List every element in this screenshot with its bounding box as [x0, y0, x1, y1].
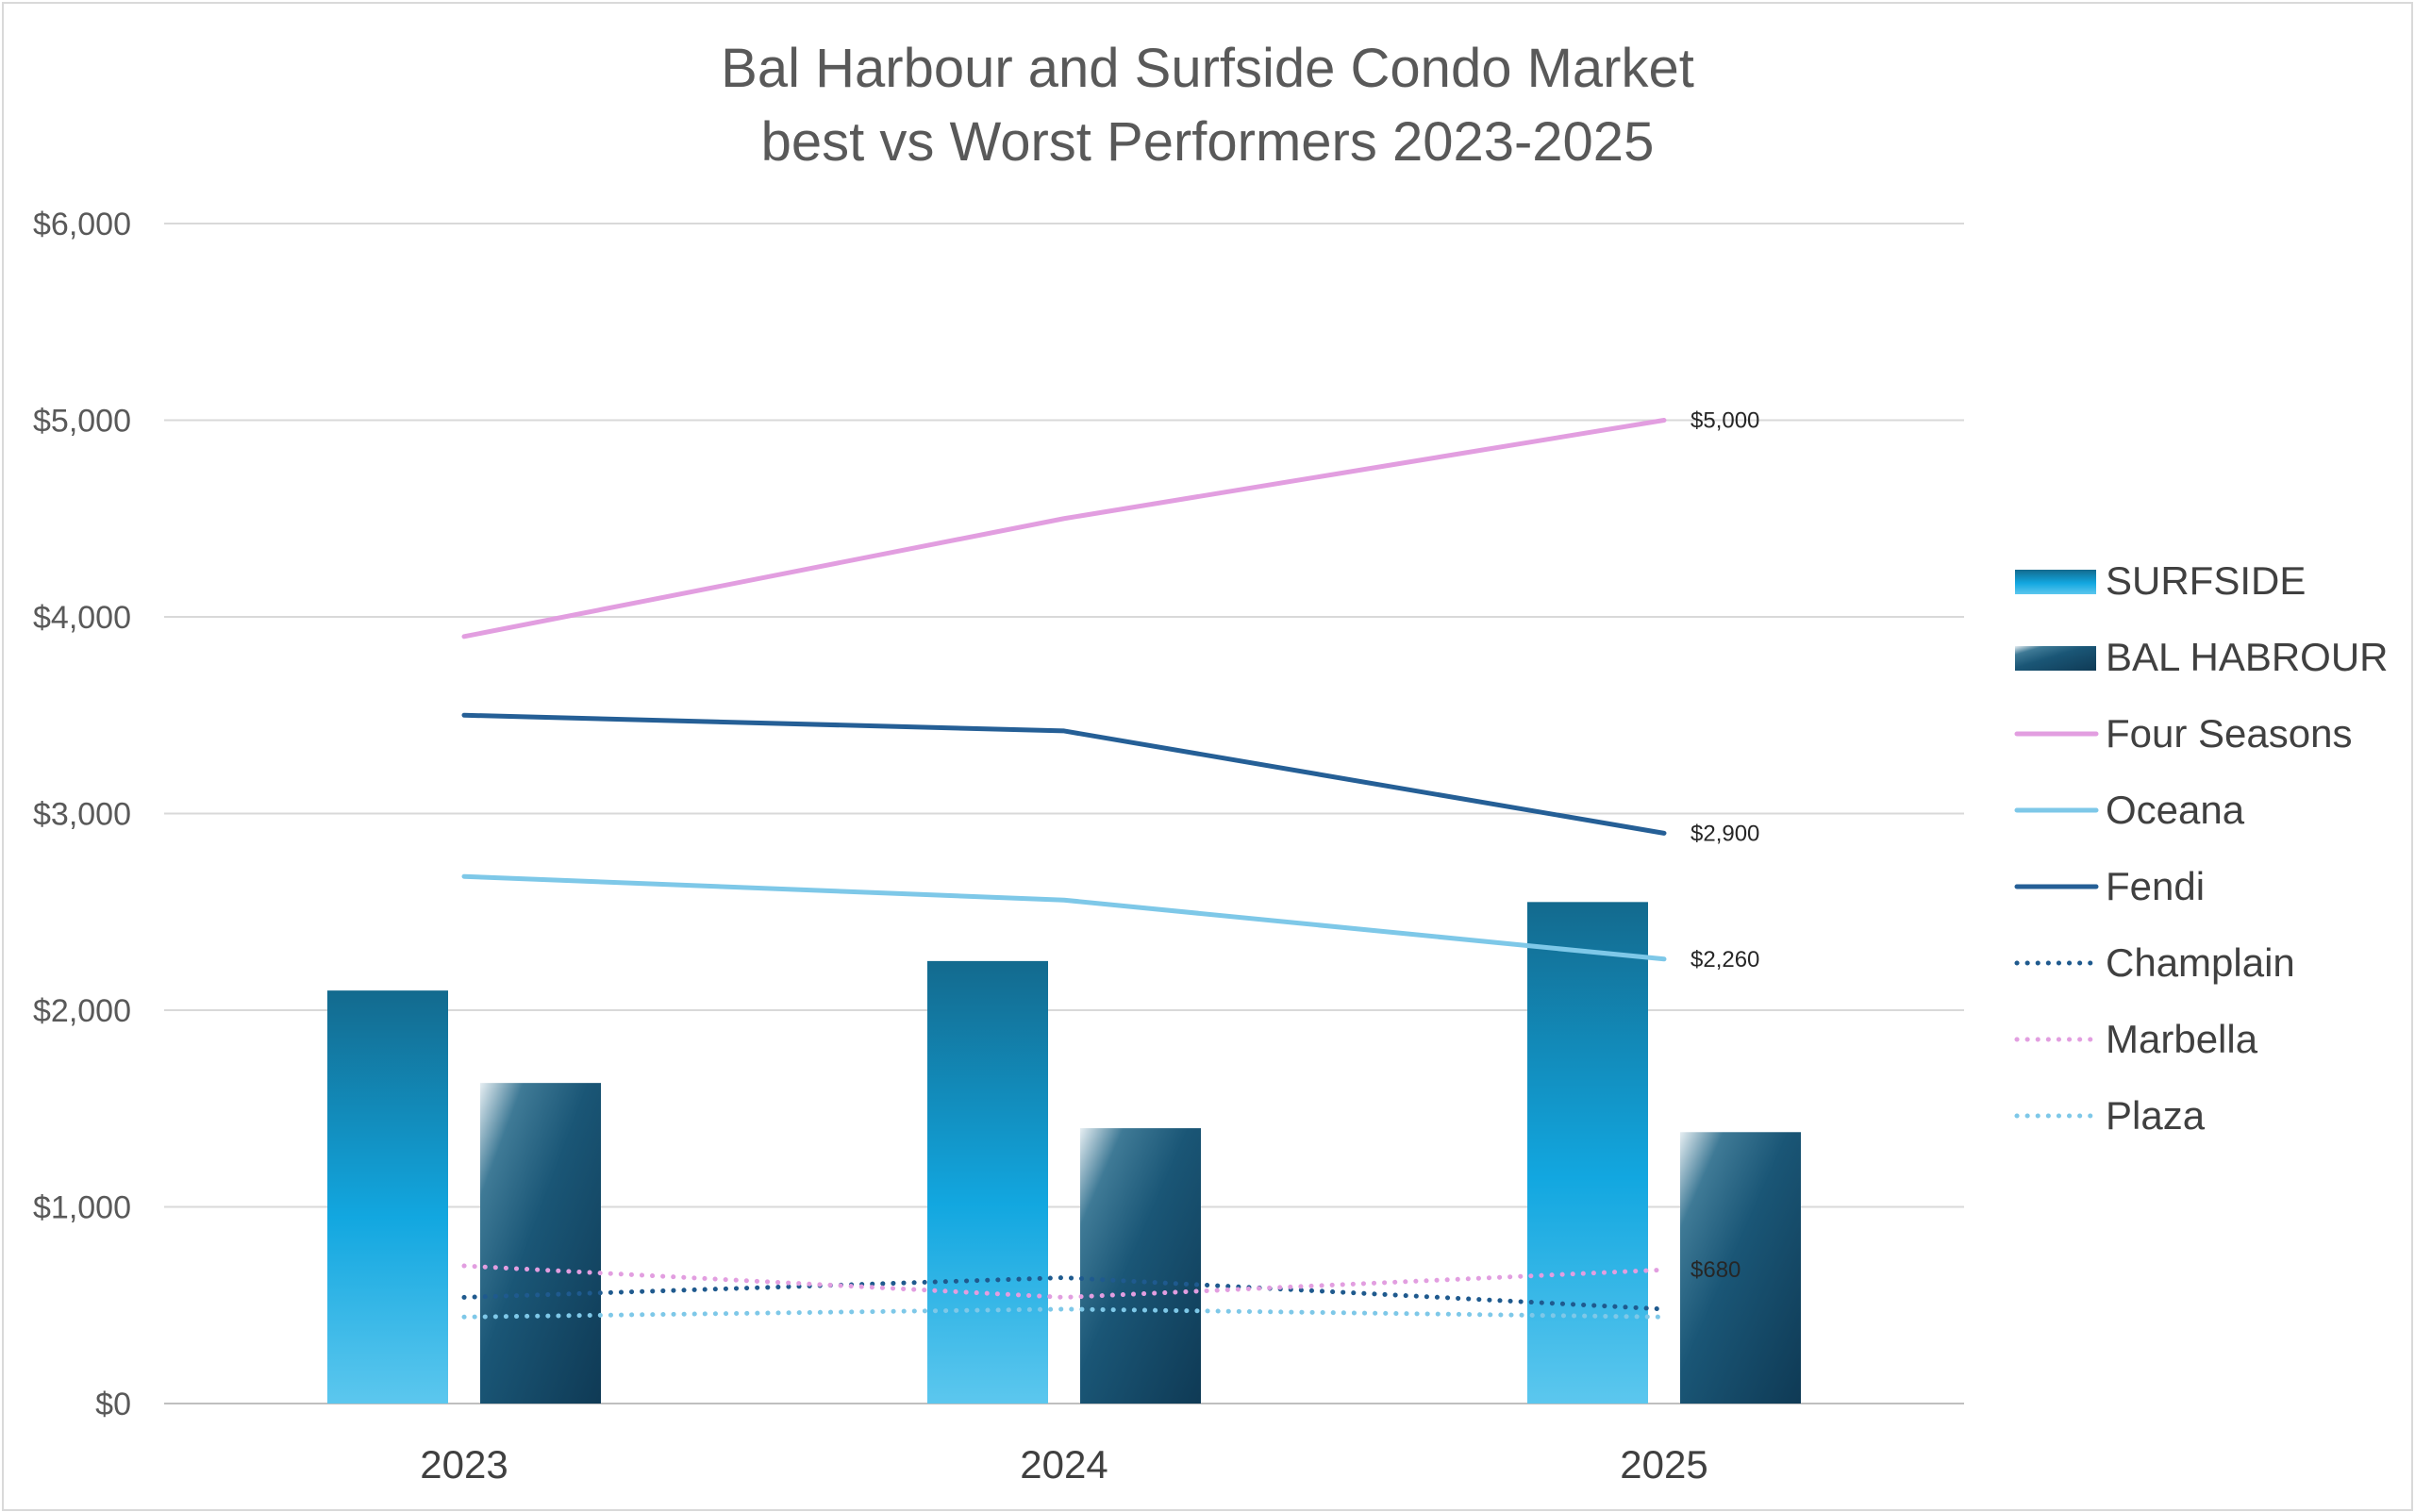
line-plaza [461, 1306, 1667, 1320]
line-oceana [461, 873, 1667, 962]
y-tick-label: $5,000 [33, 404, 131, 440]
data-label: $2,260 [1690, 947, 1759, 972]
legend-label: Marbella [2106, 1017, 2258, 1061]
chart-title: Bal Harbour and Surfside Condo Market be… [721, 38, 1694, 173]
legend: SURFSIDE BAL HABROUR Four Seasons Oceana Fen… [2014, 558, 2389, 1138]
x-tick-label: 2024 [1020, 1442, 1108, 1487]
x-tick-label: 2025 [1620, 1442, 1707, 1487]
bar-bal-habrour [1080, 1128, 1201, 1404]
bar-surfside [327, 990, 448, 1404]
line-four-seasons [461, 418, 1667, 640]
chart-title-line-1: Bal Harbour and Surfside Condo Market [721, 38, 1694, 99]
bar-bal-habrour [1680, 1132, 1801, 1404]
y-tick-label: $1,000 [33, 1190, 131, 1226]
legend-item: Oceana [2014, 788, 2245, 832]
y-tick-label: $0 [95, 1387, 131, 1422]
chart-title-line-2: best vs Worst Performers 2023-2025 [761, 111, 1655, 173]
y-tick-label: $3,000 [33, 797, 131, 833]
x-tick-label: 2023 [420, 1442, 508, 1487]
data-label: $680 [1690, 1257, 1740, 1283]
y-axis: $0 $1,000 $2,000 $3,000 $4,000 $5,000 $6,000 [33, 207, 131, 1422]
line-marbella [461, 1263, 1667, 1300]
legend-swatch [2015, 646, 2096, 671]
line-champlain [461, 1275, 1667, 1312]
legend-label: Four Seasons [2106, 711, 2352, 756]
data-labels: $5,000 $2,260 $2,900 $680 [1690, 408, 1759, 1284]
bar-bal-habrour [480, 1083, 601, 1404]
legend-label: Champlain [2106, 940, 2295, 985]
y-tick-label: $2,000 [33, 993, 131, 1029]
legend-item: Four Seasons [2014, 711, 2352, 756]
legend-item: SURFSIDE [2015, 558, 2306, 603]
chart: Bal Harbour and Surfside Condo Market be… [33, 38, 2389, 1487]
legend-item: Champlain [2014, 940, 2295, 985]
line-fendi [461, 712, 1667, 836]
legend-item: Plaza [2014, 1093, 2206, 1138]
bar-surfside [927, 960, 1048, 1404]
legend-swatch [2015, 570, 2096, 594]
legend-item: Fendi [2014, 864, 2205, 908]
y-tick-label: $6,000 [33, 207, 131, 242]
legend-item: BAL HABROUR [2015, 635, 2389, 679]
legend-item: Marbella [2014, 1017, 2258, 1061]
x-axis: 2023 2024 2025 [420, 1442, 1707, 1487]
legend-label: Fendi [2106, 864, 2205, 908]
bar-series [327, 902, 1801, 1404]
gridlines [164, 223, 1964, 1404]
legend-label: Plaza [2106, 1093, 2206, 1138]
legend-label: BAL HABROUR [2106, 635, 2389, 679]
data-label: $2,900 [1690, 821, 1759, 846]
y-tick-label: $4,000 [33, 600, 131, 636]
legend-label: SURFSIDE [2106, 558, 2306, 603]
line-series [461, 418, 1667, 1320]
legend-label: Oceana [2106, 788, 2245, 832]
bar-surfside [1527, 902, 1648, 1404]
data-label: $5,000 [1690, 408, 1759, 434]
